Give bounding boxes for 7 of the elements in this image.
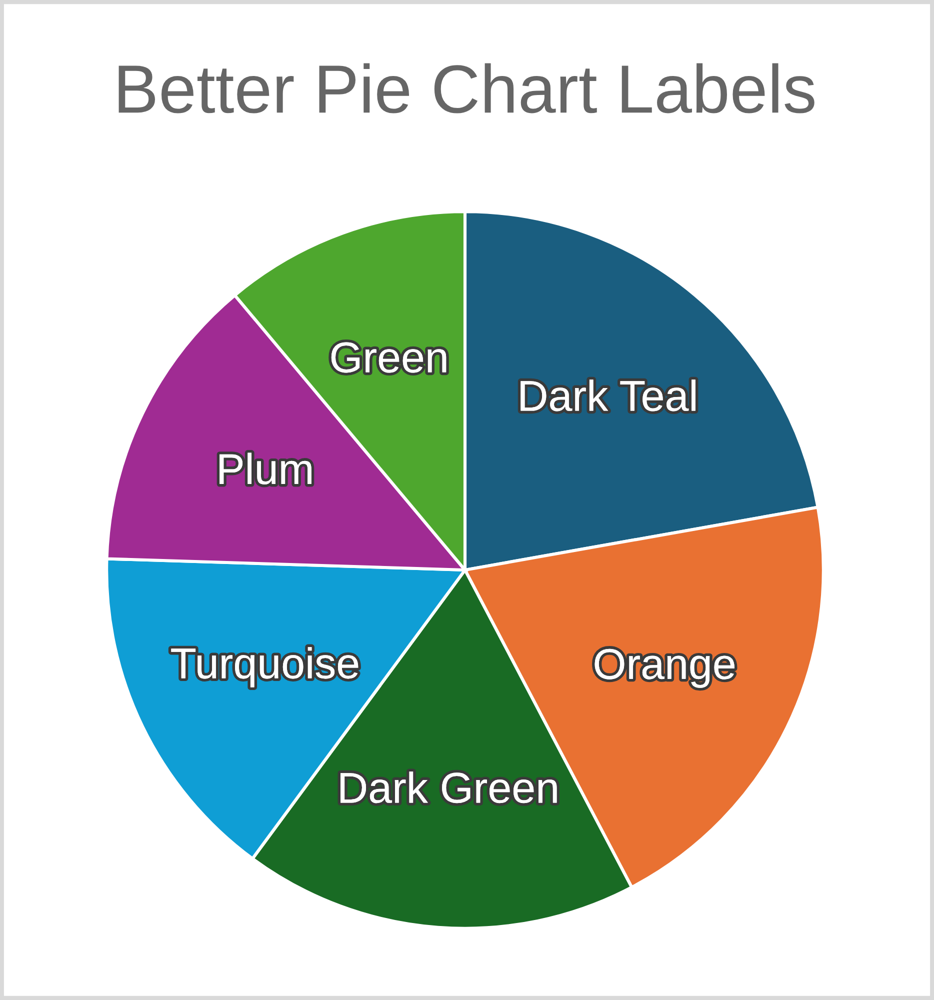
slice-label: Dark Green [340, 772, 557, 804]
slice-label: Green [331, 342, 446, 373]
slice-label: Dark Teal [520, 380, 696, 412]
slice-label: Orange [594, 648, 734, 688]
slice-label: Plum [220, 452, 312, 484]
chart-title: Better Pie Chart Labels [118, 63, 814, 114]
slice-label: Turquoise [171, 647, 358, 688]
